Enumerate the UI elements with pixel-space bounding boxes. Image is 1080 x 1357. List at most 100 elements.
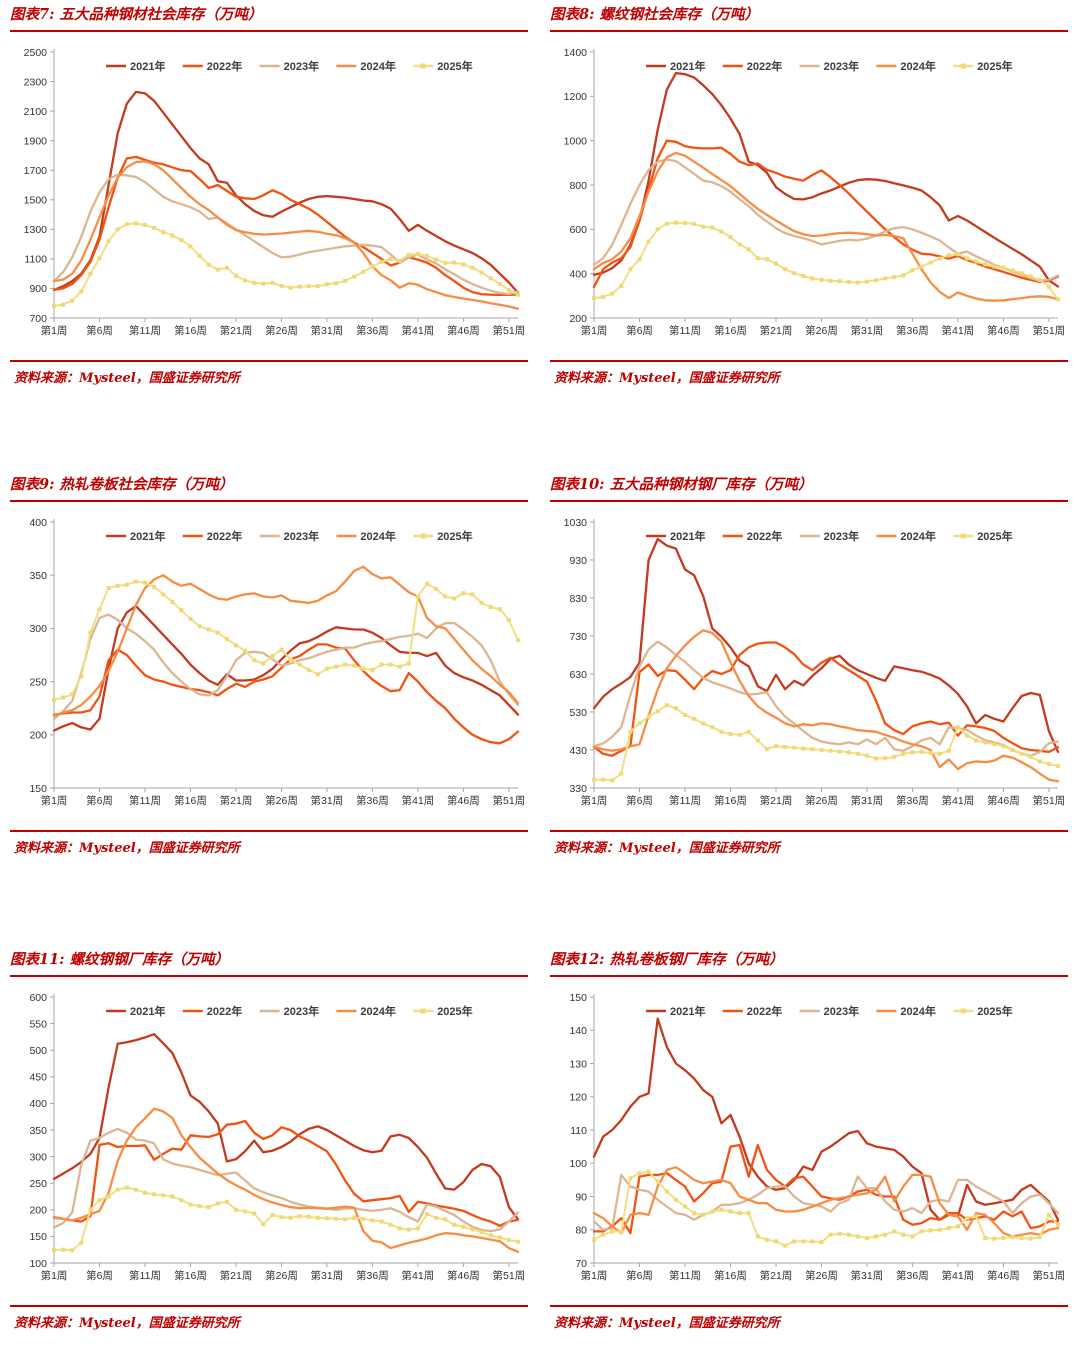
svg-text:第16周: 第16周 <box>714 1269 747 1282</box>
figure-8-source-rule <box>550 360 1068 362</box>
line-chart-canvas: 150 200 250 300 350 400 第1周 第6周 第11周 第16周 第21周 第26周… <box>29 517 526 807</box>
svg-text:1200: 1200 <box>564 91 588 103</box>
svg-text:2021年: 2021年 <box>130 1004 165 1018</box>
figure-8: 图表8: 螺纹钢社会库存（万吨） 200 400 600 800 1000 1200 140… <box>540 0 1080 470</box>
svg-text:150: 150 <box>569 992 587 1004</box>
figure-12-title: 图表12: 热轧卷板钢厂库存（万吨） <box>550 951 784 968</box>
svg-text:1500: 1500 <box>24 195 48 207</box>
svg-text:2025年: 2025年 <box>977 59 1012 73</box>
svg-text:2021年: 2021年 <box>130 529 165 543</box>
svg-text:2022年: 2022年 <box>207 59 242 73</box>
svg-text:第26周: 第26周 <box>265 794 298 807</box>
svg-text:第21周: 第21周 <box>220 324 253 337</box>
line-chart-canvas: 700 900 1100 1300 1500 1700 1900 2100 2300 2500 第1… <box>24 47 526 337</box>
figure-11-title-rule <box>10 975 528 977</box>
svg-text:2100: 2100 <box>24 106 48 118</box>
svg-text:2022年: 2022年 <box>207 529 242 543</box>
svg-text:第21周: 第21周 <box>760 794 793 807</box>
figure-10: 图表10: 五大品种钢材钢厂库存（万吨） 330 430 530 630 730 830 9… <box>540 470 1080 945</box>
figure-7: 图表7: 五大品种钢材社会库存（万吨） 700 900 1100 1300 1500 17… <box>0 0 540 470</box>
svg-text:第41周: 第41周 <box>402 1269 435 1282</box>
svg-text:2023年: 2023年 <box>824 529 859 543</box>
svg-text:第51周: 第51周 <box>493 324 526 337</box>
svg-text:80: 80 <box>575 1225 587 1237</box>
svg-text:350: 350 <box>29 570 47 582</box>
svg-text:2023年: 2023年 <box>284 1004 319 1018</box>
svg-text:第36周: 第36周 <box>896 1269 929 1282</box>
svg-text:1000: 1000 <box>564 136 588 148</box>
svg-text:第26周: 第26周 <box>805 324 838 337</box>
svg-text:800: 800 <box>569 180 587 192</box>
svg-text:第31周: 第31周 <box>311 794 344 807</box>
svg-text:第36周: 第36周 <box>356 794 389 807</box>
svg-text:第26周: 第26周 <box>265 324 298 337</box>
svg-text:第41周: 第41周 <box>402 324 435 337</box>
figure-12-source-rule <box>550 1305 1068 1307</box>
figure-7-title: 图表7: 五大品种钢材社会库存（万吨） <box>10 6 263 23</box>
svg-text:第46周: 第46周 <box>447 324 480 337</box>
svg-text:第46周: 第46周 <box>447 794 480 807</box>
svg-text:1400: 1400 <box>564 47 588 59</box>
figure-11-chart: 100 150 200 250 300 350 400 450 500 550 600 第1周 第6周 第… <box>10 989 528 1291</box>
svg-text:1100: 1100 <box>24 254 47 266</box>
svg-text:2021年: 2021年 <box>670 529 705 543</box>
figure-11-title: 图表11: 螺纹钢钢厂库存（万吨） <box>10 951 230 968</box>
svg-text:70: 70 <box>575 1258 587 1270</box>
svg-text:第11周: 第11周 <box>669 1269 701 1282</box>
svg-text:第46周: 第46周 <box>987 324 1020 337</box>
svg-text:第26周: 第26周 <box>805 1269 838 1282</box>
svg-text:200: 200 <box>29 730 47 742</box>
svg-text:150: 150 <box>29 1231 47 1243</box>
svg-text:第6周: 第6周 <box>86 794 113 807</box>
figure-9-chart: 150 200 250 300 350 400 第1周 第6周 第11周 第16周 第21周 第26周… <box>10 514 528 816</box>
line-chart-canvas: 3304305306307308309301030第1周 第6周 第11周 第16周第… <box>564 517 1066 807</box>
svg-text:第11周: 第11周 <box>129 1269 161 1282</box>
svg-text:2021年: 2021年 <box>670 1004 705 1018</box>
svg-text:500: 500 <box>29 1045 47 1057</box>
svg-text:第1周: 第1周 <box>581 1269 608 1282</box>
svg-text:450: 450 <box>29 1072 47 1084</box>
figure-8-source: 资料来源：Mysteel，国盛证券研究所 <box>554 371 780 386</box>
svg-text:140: 140 <box>569 1025 587 1037</box>
svg-text:1300: 1300 <box>24 224 48 236</box>
svg-text:第26周: 第26周 <box>805 794 838 807</box>
svg-text:第46周: 第46周 <box>987 794 1020 807</box>
svg-text:200: 200 <box>569 313 587 325</box>
svg-text:2024年: 2024年 <box>900 59 935 73</box>
figure-7-source-rule <box>10 360 528 362</box>
svg-text:2022年: 2022年 <box>207 1004 242 1018</box>
svg-text:第21周: 第21周 <box>220 1269 253 1282</box>
svg-text:第16周: 第16周 <box>174 794 207 807</box>
figure-9-title: 图表9: 热轧卷板社会库存（万吨） <box>10 476 234 493</box>
svg-text:2024年: 2024年 <box>360 1004 395 1018</box>
svg-text:2025年: 2025年 <box>437 59 472 73</box>
svg-text:第6周: 第6周 <box>86 324 113 337</box>
figure-10-source: 资料来源：Mysteel，国盛证券研究所 <box>554 841 780 856</box>
svg-text:第6周: 第6周 <box>86 1269 113 1282</box>
svg-text:第51周: 第51周 <box>493 794 526 807</box>
svg-text:第41周: 第41周 <box>942 1269 975 1282</box>
svg-text:2022年: 2022年 <box>747 1004 782 1018</box>
svg-text:250: 250 <box>29 676 47 688</box>
svg-text:120: 120 <box>569 1092 587 1104</box>
svg-text:2022年: 2022年 <box>747 529 782 543</box>
svg-text:第11周: 第11周 <box>669 324 701 337</box>
svg-text:第36周: 第36周 <box>356 1269 389 1282</box>
svg-text:第31周: 第31周 <box>851 794 884 807</box>
svg-text:730: 730 <box>569 631 587 643</box>
svg-text:第46周: 第46周 <box>987 1269 1020 1282</box>
svg-text:350: 350 <box>29 1125 47 1137</box>
svg-text:第51周: 第51周 <box>1033 794 1066 807</box>
figure-12: 图表12: 热轧卷板钢厂库存（万吨） 70 80 90 100 110 120 130 140… <box>540 945 1080 1357</box>
svg-text:2022年: 2022年 <box>747 59 782 73</box>
figure-9-source: 资料来源：Mysteel，国盛证券研究所 <box>14 841 240 856</box>
svg-text:90: 90 <box>575 1191 587 1203</box>
svg-text:第51周: 第51周 <box>493 1269 526 1282</box>
svg-text:530: 530 <box>569 707 587 719</box>
figure-9-source-rule <box>10 830 528 832</box>
figure-11-source-rule <box>10 1305 528 1307</box>
figure-7-title-rule <box>10 30 528 32</box>
svg-text:第31周: 第31周 <box>851 1269 884 1282</box>
